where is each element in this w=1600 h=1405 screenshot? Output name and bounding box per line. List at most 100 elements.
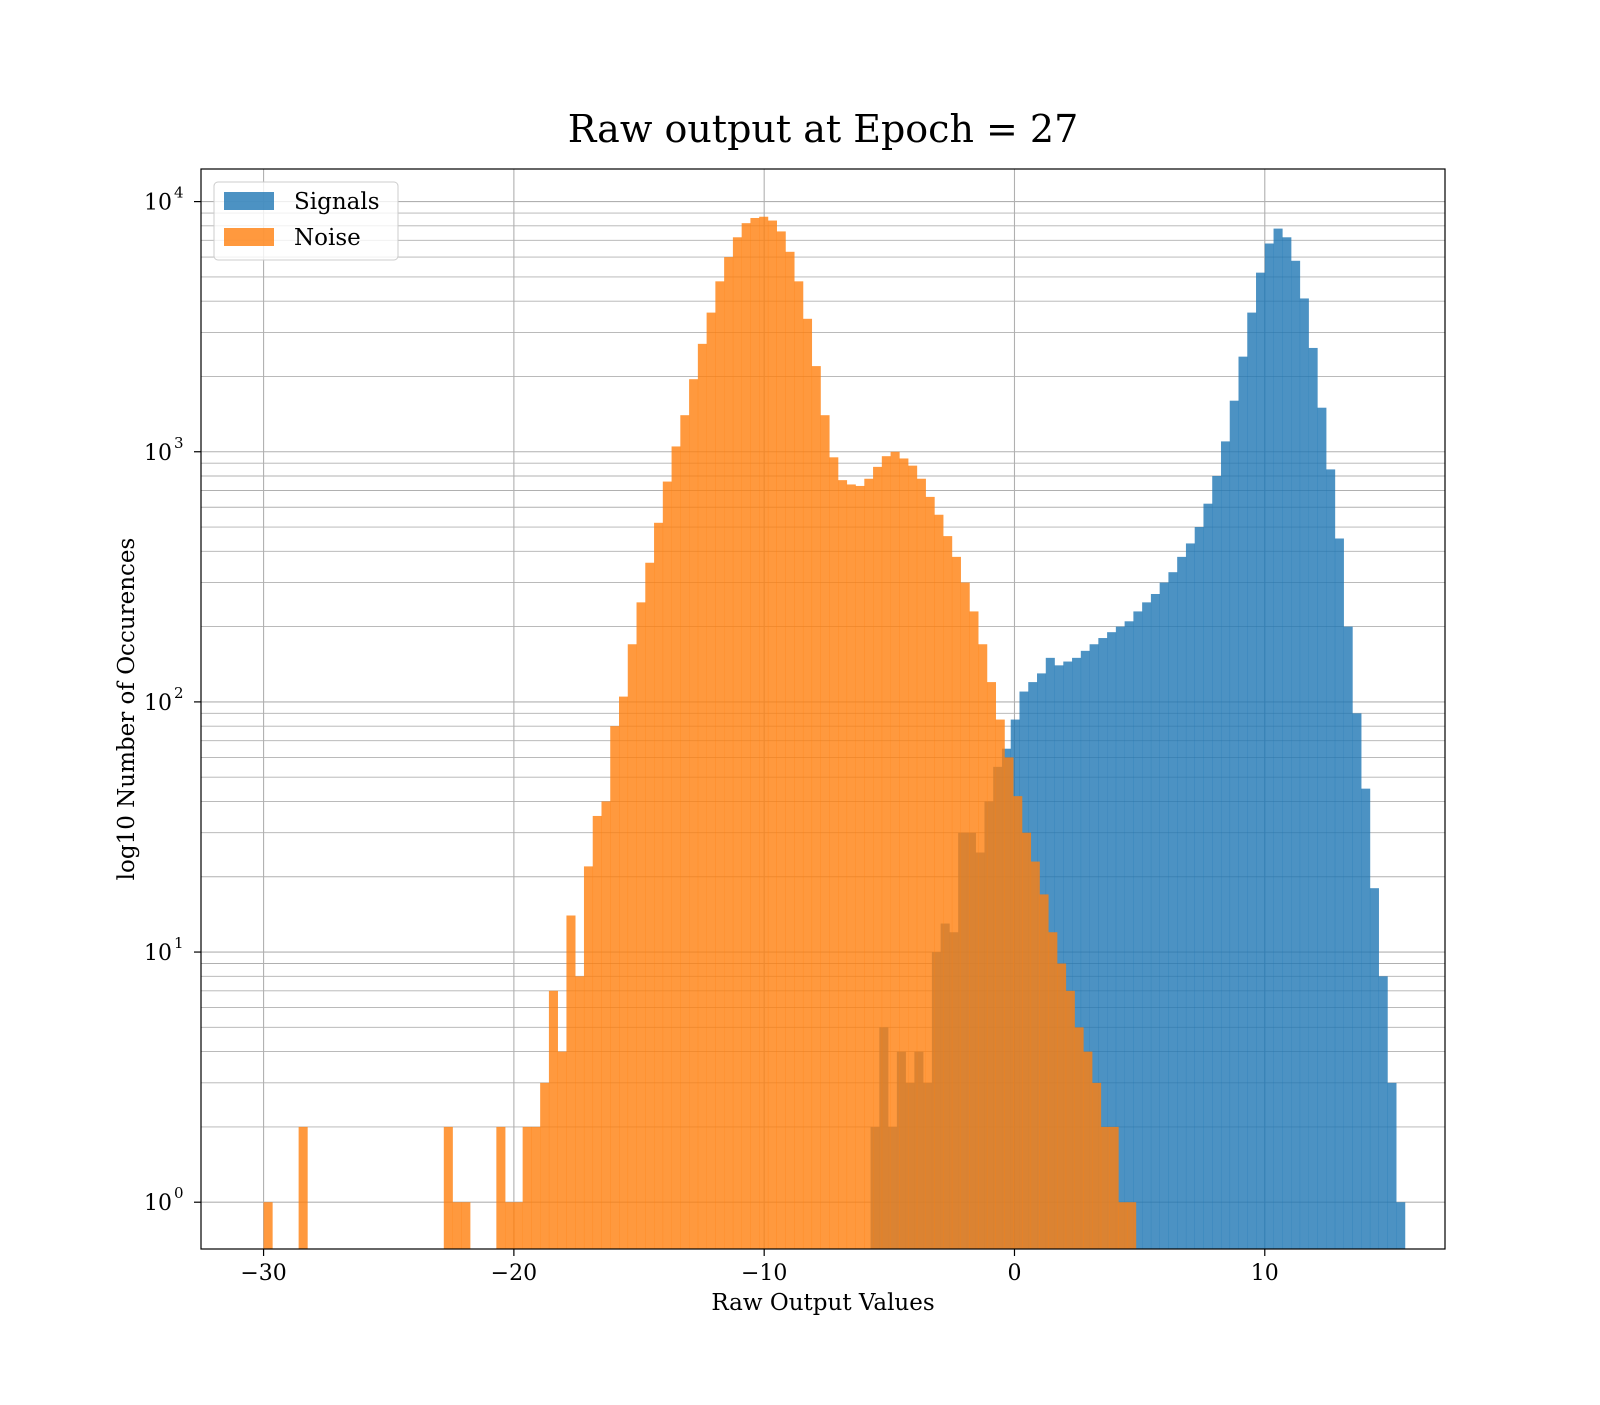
noise-bar bbox=[1013, 796, 1023, 1249]
signals-bar bbox=[1072, 657, 1082, 1249]
noise-bar bbox=[298, 1126, 308, 1249]
signals-bar bbox=[1308, 347, 1318, 1249]
plot-frame bbox=[200, 168, 1446, 1250]
noise-bar bbox=[575, 976, 585, 1249]
signals-bar bbox=[1256, 272, 1266, 1249]
noise-bar bbox=[732, 237, 742, 1250]
signals-bar bbox=[1098, 638, 1108, 1249]
noise-bar bbox=[802, 318, 813, 1249]
signals-bar bbox=[1273, 228, 1283, 1249]
y-tick-label: 10 bbox=[144, 441, 172, 466]
noise-bar bbox=[662, 481, 672, 1250]
noise-bar bbox=[496, 1126, 506, 1249]
signals-bar bbox=[1212, 475, 1222, 1249]
signals-bar bbox=[1194, 527, 1204, 1249]
noise-bar bbox=[654, 522, 664, 1249]
signals-bar bbox=[1247, 312, 1257, 1249]
signals-bar bbox=[1159, 582, 1169, 1249]
signals-bar bbox=[1089, 644, 1099, 1249]
noise-bar bbox=[873, 466, 883, 1250]
x-axis-label: Raw Output Values bbox=[711, 1290, 934, 1316]
noise-bar bbox=[706, 312, 716, 1249]
y-tick-exponent: 3 bbox=[174, 434, 184, 452]
noise-bar bbox=[978, 644, 988, 1249]
signals-bar bbox=[1150, 593, 1160, 1249]
noise-bar bbox=[1127, 1202, 1137, 1249]
noise-bar bbox=[557, 1051, 567, 1249]
noise-bar bbox=[864, 478, 874, 1249]
y-tick-exponent: 0 bbox=[174, 1184, 184, 1202]
y-tick-label: 10 bbox=[144, 191, 172, 216]
noise-bar bbox=[540, 1082, 550, 1249]
noise-bar bbox=[1057, 963, 1067, 1249]
histogram-bars bbox=[263, 216, 1406, 1250]
signals-bar bbox=[1168, 572, 1178, 1249]
noise-bar bbox=[680, 415, 690, 1249]
noise-bar bbox=[583, 866, 594, 1249]
noise-bar bbox=[1100, 1126, 1110, 1249]
noise-bar bbox=[908, 465, 918, 1249]
signals-bar bbox=[1142, 602, 1152, 1249]
noise-bar bbox=[610, 726, 620, 1249]
noise-bar bbox=[461, 1202, 471, 1249]
legend-swatch-noise bbox=[224, 228, 274, 246]
noise-bar bbox=[820, 415, 830, 1249]
x-tick-label: 0 bbox=[1007, 1261, 1021, 1286]
legend: Signals Noise bbox=[213, 181, 399, 261]
noise-bar bbox=[1039, 894, 1049, 1249]
noise-bar bbox=[943, 536, 953, 1249]
signals-bar bbox=[1282, 237, 1292, 1250]
noise-bar bbox=[846, 484, 856, 1250]
noise-bar bbox=[741, 223, 751, 1249]
noise-bar bbox=[531, 1126, 541, 1249]
noise-bar bbox=[925, 496, 935, 1249]
signals-bar bbox=[1396, 1202, 1406, 1249]
signals-bar bbox=[1238, 356, 1248, 1249]
noise-bar bbox=[794, 281, 804, 1249]
signals-bar bbox=[1177, 556, 1187, 1249]
signals-bar bbox=[1299, 298, 1309, 1249]
signals-bar bbox=[1063, 661, 1073, 1249]
noise-bar bbox=[592, 815, 602, 1249]
signals-bar bbox=[1185, 543, 1195, 1249]
noise-bar bbox=[1118, 1202, 1128, 1249]
signals-bar bbox=[1334, 538, 1344, 1249]
noise-bar bbox=[1021, 832, 1032, 1249]
noise-bar bbox=[671, 446, 681, 1249]
y-tick-label: 10 bbox=[144, 1191, 172, 1216]
noise-bar bbox=[934, 514, 944, 1249]
y-axis-label: log10 Number of Occurences bbox=[114, 538, 140, 881]
noise-bar bbox=[513, 1202, 523, 1249]
noise-bar bbox=[1092, 1082, 1102, 1249]
legend-swatch-signals bbox=[224, 192, 274, 210]
noise-bar bbox=[890, 451, 900, 1249]
noise-bar bbox=[724, 257, 734, 1249]
y-tick-label: 10 bbox=[144, 941, 172, 966]
noise-bar bbox=[1030, 861, 1040, 1249]
noise-bar bbox=[881, 456, 891, 1249]
signals-bar bbox=[1361, 788, 1371, 1249]
y-tick-exponent: 2 bbox=[174, 684, 184, 702]
noise-bar bbox=[443, 1126, 453, 1249]
noise-bar bbox=[263, 1202, 273, 1249]
noise-bar bbox=[715, 281, 725, 1249]
noise-bar bbox=[452, 1202, 462, 1249]
noise-bar bbox=[1048, 932, 1058, 1249]
y-tick-label: 10 bbox=[144, 691, 172, 716]
signals-bar bbox=[1203, 503, 1213, 1249]
noise-bar bbox=[645, 562, 655, 1249]
noise-bar bbox=[855, 485, 865, 1249]
signals-bar bbox=[1080, 650, 1090, 1249]
noise-bar bbox=[899, 458, 909, 1249]
y-tick-exponent: 1 bbox=[174, 934, 184, 952]
noise-bar bbox=[1004, 757, 1014, 1249]
noise-bar bbox=[750, 217, 760, 1250]
noise-bar bbox=[601, 801, 611, 1249]
signals-bar bbox=[1343, 626, 1353, 1249]
noise-bar bbox=[951, 556, 961, 1249]
signals-bar bbox=[1133, 611, 1143, 1249]
legend-label-signals: Signals bbox=[294, 189, 380, 215]
